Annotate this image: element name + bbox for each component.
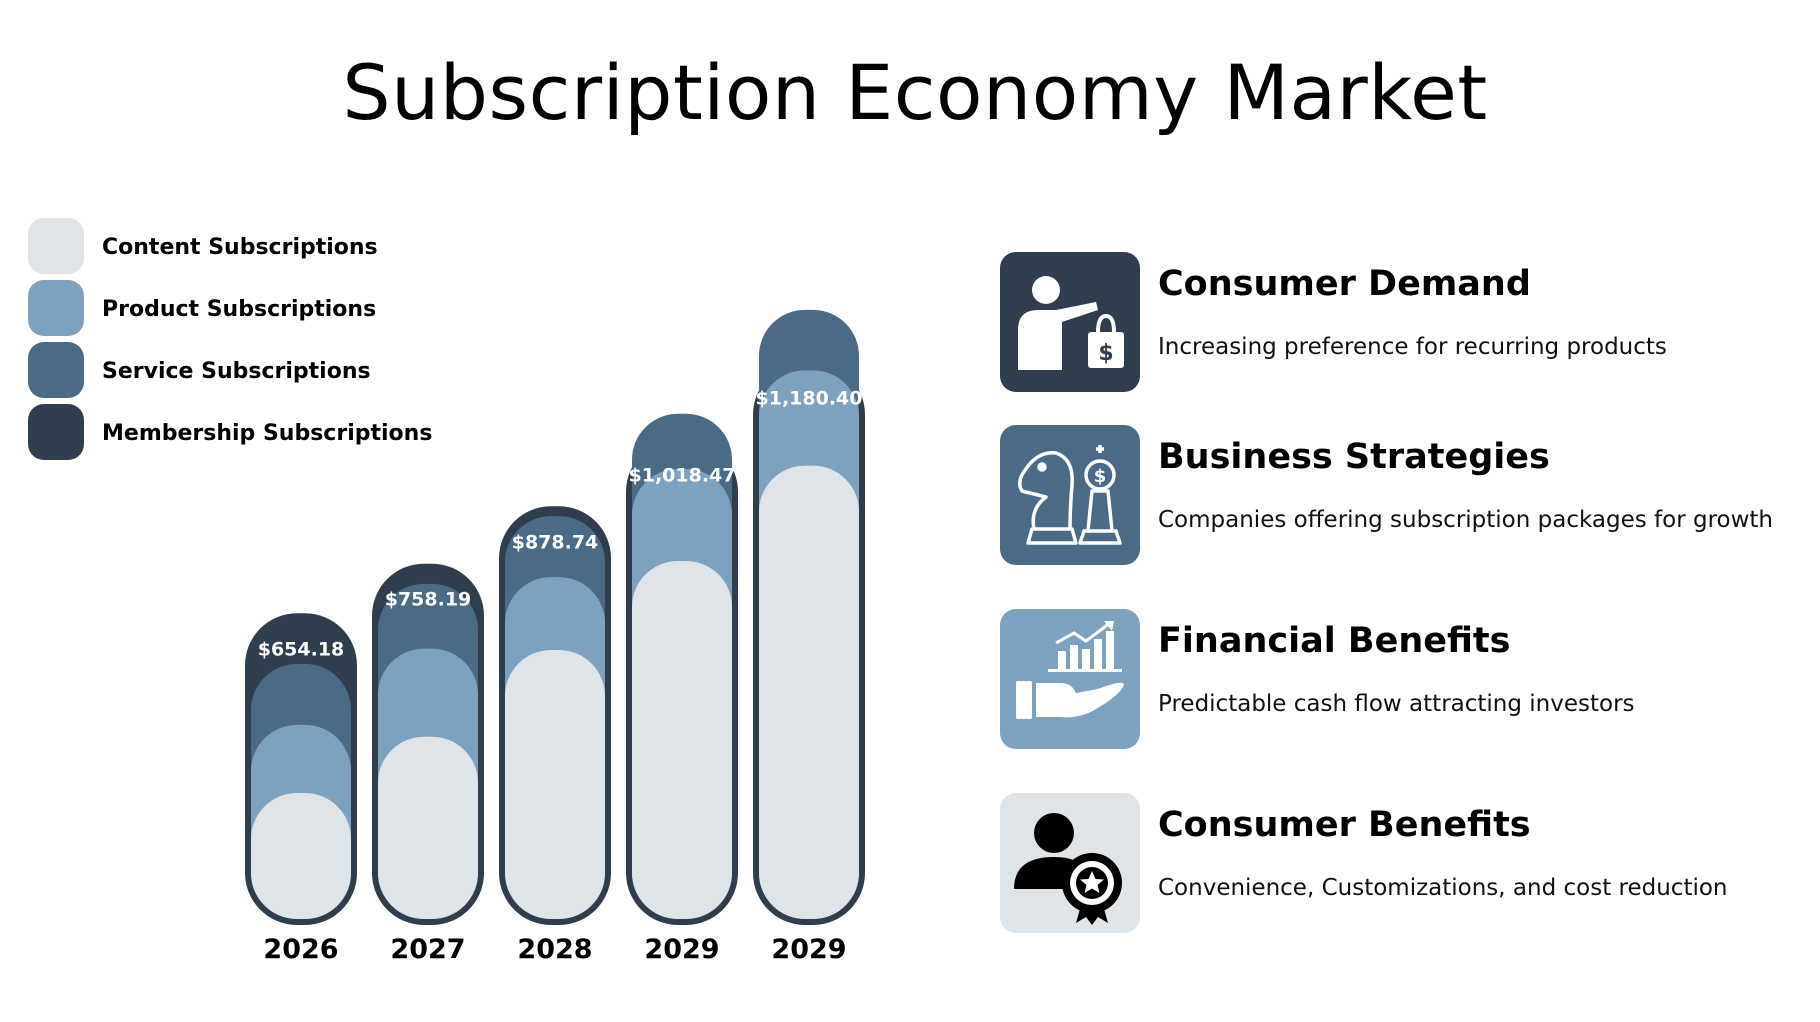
bar-total-label: $1,180.40	[756, 388, 863, 410]
factor-description: Convenience, Customizations, and cost re…	[1158, 875, 1728, 901]
bar-segment-content	[378, 736, 478, 919]
factor-title: Business Strategies	[1158, 437, 1550, 477]
legend-label: Service Subscriptions	[102, 359, 371, 384]
x-tick-label: 2026	[263, 934, 338, 965]
factor-business-strategies: $ Business Strategies Companies offering…	[1000, 425, 1800, 565]
legend-label: Membership Subscriptions	[102, 421, 433, 446]
bar-segment-content	[632, 560, 732, 919]
x-tick-label: 2028	[517, 934, 592, 965]
legend-swatch-product	[28, 280, 84, 336]
stacked-bar-chart: $654.18 2026 $758.19 2027 $878.74 2028 $1,018.…	[245, 309, 865, 965]
chess-pieces-icon: $	[1018, 445, 1122, 545]
bar-segment-content	[759, 465, 859, 919]
factor-icon-box: $	[1000, 425, 1140, 565]
factor-consumer-benefits: Consumer Benefits Convenience, Customiza…	[1000, 793, 1800, 933]
factor-icon-box	[1000, 793, 1140, 933]
factor-description: Companies offering subscription packages…	[1158, 507, 1774, 533]
bar-segment-content	[505, 650, 605, 919]
factor-description: Predictable cash flow attracting investo…	[1158, 691, 1635, 717]
bar-group: $878.74 2028	[499, 506, 611, 965]
svg-text:$: $	[1094, 466, 1107, 487]
legend-swatch-membership	[28, 404, 84, 460]
x-tick-label: 2029	[644, 934, 719, 965]
legend-swatch-service	[28, 342, 84, 398]
person-badge-icon	[1014, 813, 1122, 925]
bar-total-label: $758.19	[385, 589, 472, 611]
factor-consumer-demand: $ Consumer Demand Increasing preference …	[1000, 252, 1800, 392]
legend-swatch-content	[28, 218, 84, 274]
bar-group: $1,180.40 2029	[753, 309, 865, 965]
x-tick-label: 2027	[390, 934, 465, 965]
bar-total-label: $1,018.47	[629, 465, 736, 487]
bar-total-label: $654.18	[258, 638, 345, 660]
factor-financial-benefits: Financial Benefits Predictable cash flow…	[1000, 609, 1800, 749]
page-title: Subscription Economy Market	[342, 48, 1488, 137]
legend-label: Product Subscriptions	[102, 297, 377, 322]
bar-group: $758.19 2027	[372, 563, 484, 965]
legend-label: Content Subscriptions	[102, 235, 378, 260]
bar-group: $1,018.47 2029	[626, 413, 738, 965]
x-tick-label: 2029	[771, 934, 846, 965]
hand-growth-chart-icon	[1016, 621, 1124, 719]
factor-title: Consumer Benefits	[1158, 805, 1531, 845]
person-shopping-bag-icon: $	[1018, 276, 1124, 370]
factor-title: Consumer Demand	[1158, 264, 1531, 304]
factor-description: Increasing preference for recurring prod…	[1158, 334, 1667, 360]
factor-icon-box: $	[1000, 252, 1140, 392]
svg-text:$: $	[1098, 341, 1113, 366]
bar-total-label: $878.74	[512, 531, 599, 553]
bar-group: $654.18 2026	[245, 613, 357, 965]
factor-title: Financial Benefits	[1158, 621, 1511, 661]
factor-icon-box	[1000, 609, 1140, 749]
bar-segment-content	[251, 793, 351, 919]
